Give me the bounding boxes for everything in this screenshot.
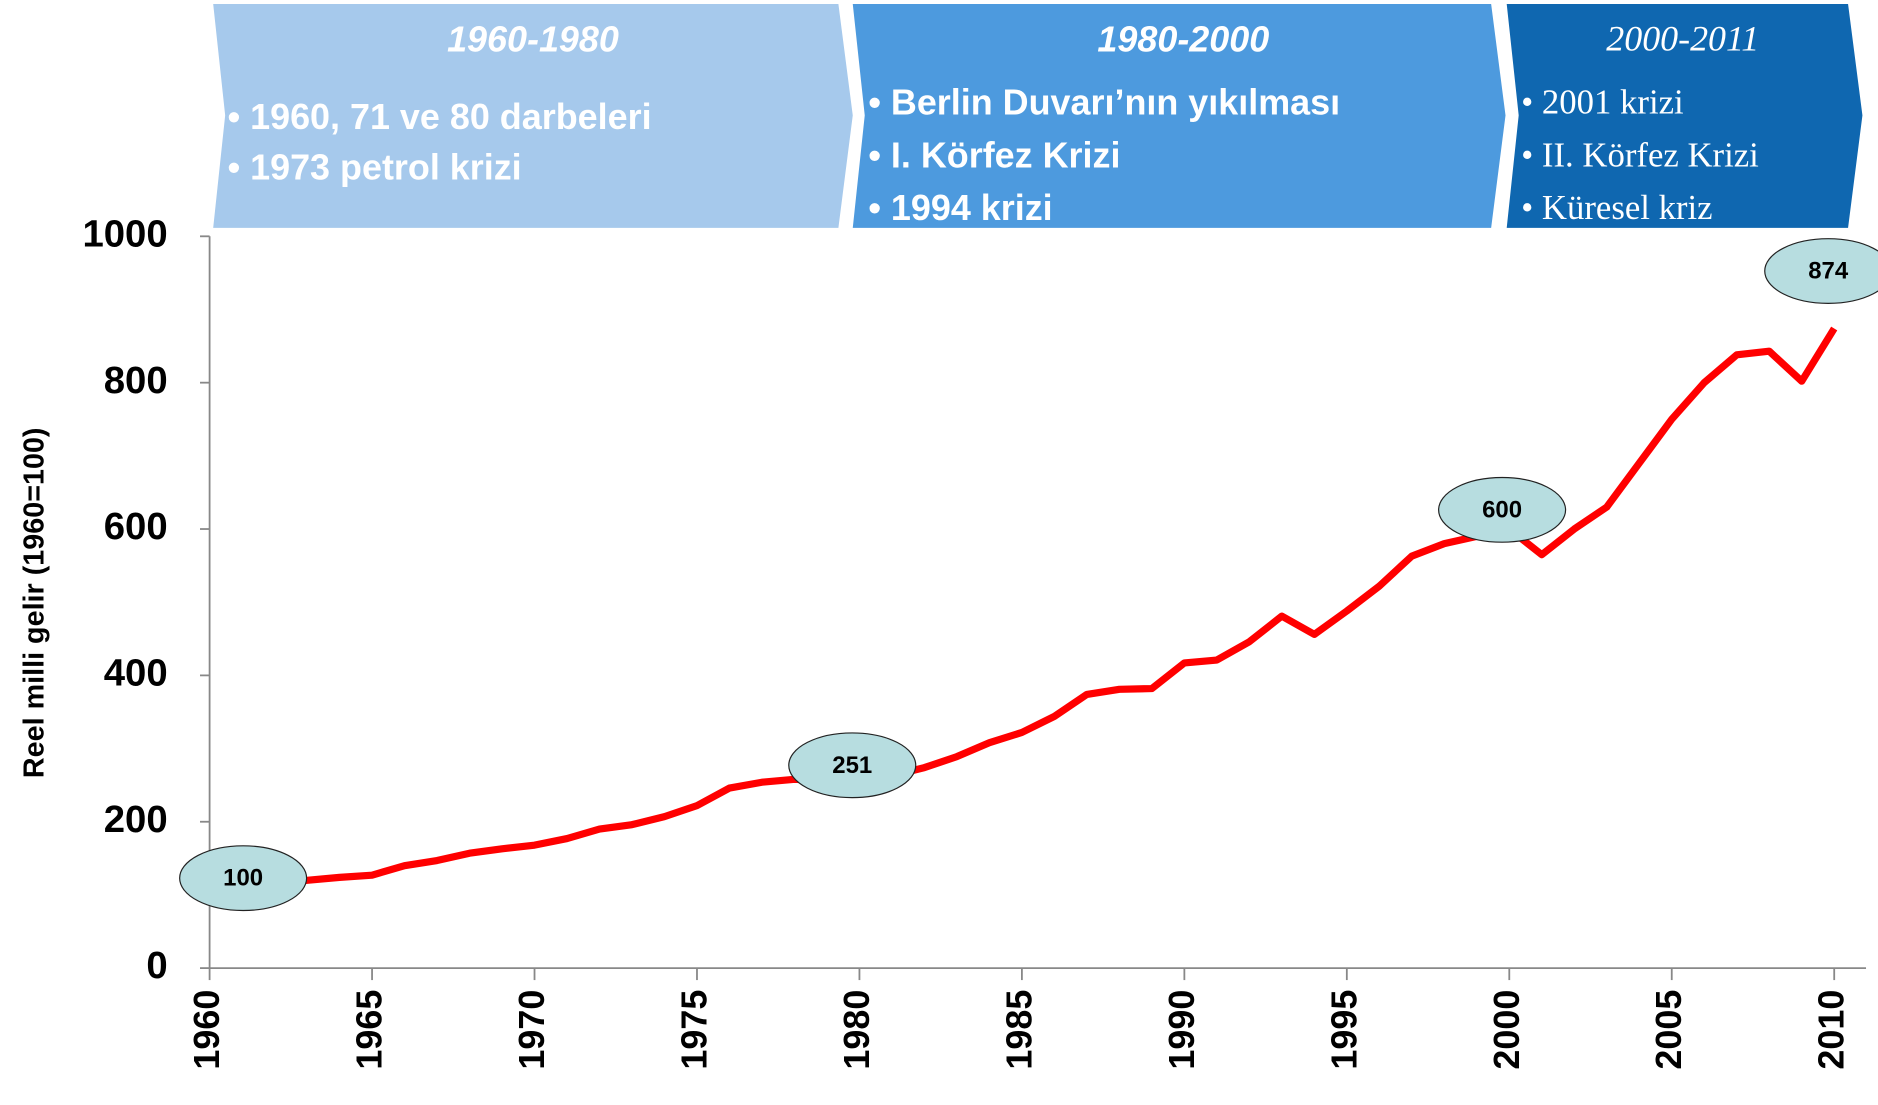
label-bubble [1764, 238, 1878, 304]
item-text: 1960, 71 ve 80 darbeleri [250, 97, 651, 138]
x-tick-label: 1980 [836, 990, 877, 1070]
period-title: 2000-2011 [1606, 19, 1759, 59]
period-banner [1506, 3, 1863, 228]
label-bubble [788, 732, 917, 799]
item-text: 1973 petrol krizi [250, 147, 522, 188]
x-tick-label: 1975 [673, 990, 714, 1070]
period-item: • Küresel kriz [1521, 188, 1712, 227]
period-title: 1960-1980 [447, 19, 619, 60]
x-tick-label: 1985 [998, 990, 1039, 1070]
period-item: • II. Körfez Krizi [1521, 135, 1759, 174]
x-tick-label: 1990 [1161, 990, 1202, 1070]
label-bubble [179, 845, 308, 912]
period-title: 1980-2000 [1097, 19, 1269, 60]
data-label: 251 [832, 752, 872, 779]
y-tick-label: 400 [104, 652, 168, 695]
item-text: II. Körfez Krizi [1542, 135, 1759, 174]
period-item: • I. Körfez Krizi [868, 135, 1120, 176]
x-tick-label: 2010 [1811, 990, 1852, 1070]
data-label: 100 [223, 865, 263, 892]
period-item: • 1973 petrol krizi [228, 147, 522, 188]
period-banner [852, 3, 1506, 228]
x-tick-label: 1995 [1323, 990, 1364, 1070]
y-axis-label: Reel milli gelir (1960=100) [19, 428, 51, 779]
data-label: 600 [1482, 496, 1522, 523]
item-text: Berlin Duvarı’nın yıkılması [891, 82, 1340, 123]
period-item: • 2001 krizi [1521, 83, 1684, 122]
period-banner [213, 3, 853, 228]
x-tick-label: 1960 [186, 990, 227, 1070]
data-line [208, 326, 1838, 899]
y-tick-label: 600 [104, 505, 168, 548]
y-tick-label: 800 [104, 359, 168, 402]
y-tick-label: 0 [146, 944, 167, 987]
item-text: Küresel kriz [1542, 188, 1713, 227]
data-label: 874 [1808, 258, 1849, 285]
x-tick-label: 1965 [349, 990, 390, 1070]
label-bubble [1438, 476, 1567, 543]
item-text: I. Körfez Krizi [891, 135, 1121, 176]
item-text: 2001 krizi [1542, 83, 1684, 122]
x-tick-label: 1970 [511, 990, 552, 1070]
period-item: • 1994 krizi [868, 188, 1052, 229]
y-tick-label: 200 [104, 798, 168, 841]
item-text: 1994 krizi [891, 188, 1053, 229]
x-tick-label: 2000 [1486, 990, 1527, 1070]
y-tick-label: 1000 [82, 212, 167, 255]
x-tick-label: 2005 [1648, 990, 1689, 1070]
period-item: • Berlin Duvarı’nın yıkılması [868, 82, 1340, 123]
period-item: • 1960, 71 ve 80 darbeleri [228, 97, 652, 138]
